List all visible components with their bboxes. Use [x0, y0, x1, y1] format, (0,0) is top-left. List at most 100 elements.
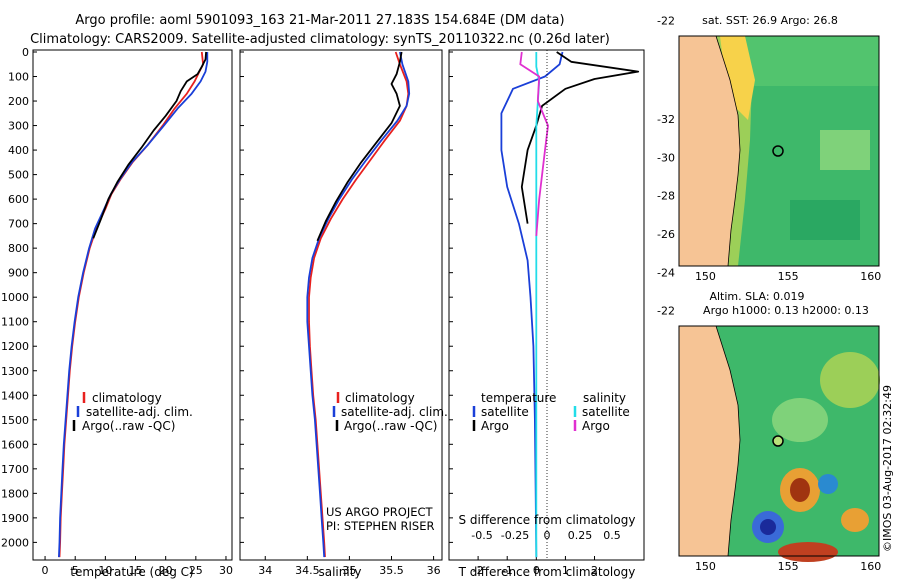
x-tick-label: 34.5: [295, 564, 320, 577]
legend-label: satellite: [582, 405, 630, 419]
header-line1: Argo profile: aoml 5901093_163 21-Mar-20…: [75, 13, 564, 28]
argo-float-marker: [772, 145, 784, 157]
y-tick-label: 0: [22, 46, 29, 59]
sla-map-subtitle: Argo h1000: 0.13 h2000: 0.13: [703, 304, 869, 317]
legend-label: Argo(..raw -QC): [82, 419, 175, 433]
sla-map: [678, 325, 880, 562]
map-lat-label: -28: [657, 190, 675, 203]
y-tick-label: 300: [8, 120, 29, 133]
x-tick-label: 5: [72, 564, 79, 577]
map-lon-label: 155: [778, 270, 799, 283]
legend-label: Argo(..raw -QC): [344, 419, 437, 433]
series-line: [92, 51, 207, 239]
x-tick-label: 15: [129, 564, 143, 577]
map-lon-label: 160: [860, 270, 881, 283]
map-axis-ticks: 150155160-22-24-26-28-30-32150155160-22-…: [657, 15, 881, 573]
series-line: [308, 51, 410, 558]
y-tick-label: 1800: [1, 487, 29, 500]
y-tick-label: 1300: [1, 365, 29, 378]
y-tick-label: 600: [8, 193, 29, 206]
legend-title: temperature: [481, 391, 556, 405]
series-line: [519, 51, 549, 236]
series-line: [500, 51, 564, 558]
map-lon-label: 155: [778, 560, 799, 573]
temperature-xlabel: temperature (deg C): [70, 565, 193, 579]
legend-label: satellite-adj. clim.: [341, 405, 448, 419]
y-tick-label: 1700: [1, 463, 29, 476]
y-tick-label: 400: [8, 144, 29, 157]
x-tick-label: -2: [473, 564, 484, 577]
y-tick-label: 500: [8, 169, 29, 182]
sla-map-title: Altim. SLA: 0.019: [709, 290, 804, 303]
x-tick-label: 30: [219, 564, 233, 577]
legend-title: salinity: [583, 391, 626, 405]
y-tick-label: 2000: [1, 536, 29, 549]
map-lat-label: -22: [657, 15, 675, 28]
tdiff-xlabel: T difference from climatology: [458, 565, 636, 579]
series-line: [58, 52, 209, 558]
y-tick-label: 1200: [1, 340, 29, 353]
salinity-xlabel: salinity: [318, 565, 361, 579]
y-tick-label: 200: [8, 95, 29, 108]
y-tick-label: 1400: [1, 389, 29, 402]
legend-label: satellite-adj. clim.: [86, 405, 193, 419]
y-tick-label: 900: [8, 267, 29, 280]
sdiff-tick: -0.25: [501, 529, 529, 542]
panel-curves: [58, 51, 209, 558]
temperature-axes: [32, 49, 233, 561]
x-tick-label: 0: [42, 564, 49, 577]
sdiff-tick: 0.5: [603, 529, 621, 542]
x-tick-label: 2: [591, 564, 598, 577]
series-line: [535, 52, 541, 558]
x-tick-label: 0: [533, 564, 540, 577]
series-line: [58, 51, 205, 558]
series-line: [520, 51, 640, 224]
y-tick-label: 1100: [1, 316, 29, 329]
legend-label: climatology: [345, 391, 415, 405]
legend-label: Argo: [481, 419, 509, 433]
y-tick-label: 1500: [1, 414, 29, 427]
x-tick-label: 34: [258, 564, 272, 577]
difference-axes: [448, 49, 645, 561]
y-tick-label: 1600: [1, 438, 29, 451]
map-lat-label: -30: [657, 151, 675, 164]
series-line: [316, 51, 403, 242]
map-lat-label: -22: [657, 305, 675, 318]
legend-label: climatology: [92, 391, 162, 405]
imos-credit: ©IMOS 03-Aug-2017 02:32:49: [881, 385, 894, 552]
axis-ticks: 0 5 10 15 20 25 300100200300400500600700800900…: [1, 46, 598, 577]
x-tick-label: 10: [98, 564, 112, 577]
sdiff-tick: -0.5: [471, 529, 492, 542]
header-line2: Climatology: CARS2009. Satellite-adjuste…: [30, 32, 610, 47]
x-tick-label: 1: [562, 564, 569, 577]
profile-curves: [58, 51, 640, 558]
panel-curves: [306, 51, 411, 558]
x-tick-label: 35: [342, 564, 356, 577]
x-tick-label: -1: [502, 564, 513, 577]
y-tick-label: 1900: [1, 512, 29, 525]
y-tick-label: 1000: [1, 291, 29, 304]
map-lat-label: -24: [657, 266, 675, 279]
sdiff-xlabel: S difference from climatology: [459, 513, 636, 527]
map-lon-label: 150: [695, 560, 716, 573]
series-line: [306, 51, 411, 558]
map-lon-label: 160: [860, 560, 881, 573]
argo-float-marker: [772, 435, 784, 447]
temperature-legend: climatology satellite-adj. clim. Argo(..…: [72, 391, 193, 433]
panel-curves: [500, 51, 640, 558]
y-tick-label: 100: [8, 71, 29, 84]
map-lat-label: -26: [657, 228, 675, 241]
sst-map-title: sat. SST: 26.9 Argo: 26.8: [702, 14, 838, 27]
x-tick-label: 35.5: [379, 564, 404, 577]
salinity-legend: climatology satellite-adj. clim. Argo(..…: [332, 391, 448, 433]
project-credit: US ARGO PROJECT: [326, 505, 434, 519]
difference-legend: temperature satellite Argo salinity sate…: [472, 391, 630, 433]
salinity-axes: [239, 49, 443, 561]
sdiff-tick: 0: [544, 529, 551, 542]
y-tick-label: 800: [8, 242, 29, 255]
y-tick-label: 700: [8, 218, 29, 231]
sdiff-tick: 0.25: [568, 529, 593, 542]
legend-label: Argo: [582, 419, 610, 433]
map-lat-label: -32: [657, 113, 675, 126]
